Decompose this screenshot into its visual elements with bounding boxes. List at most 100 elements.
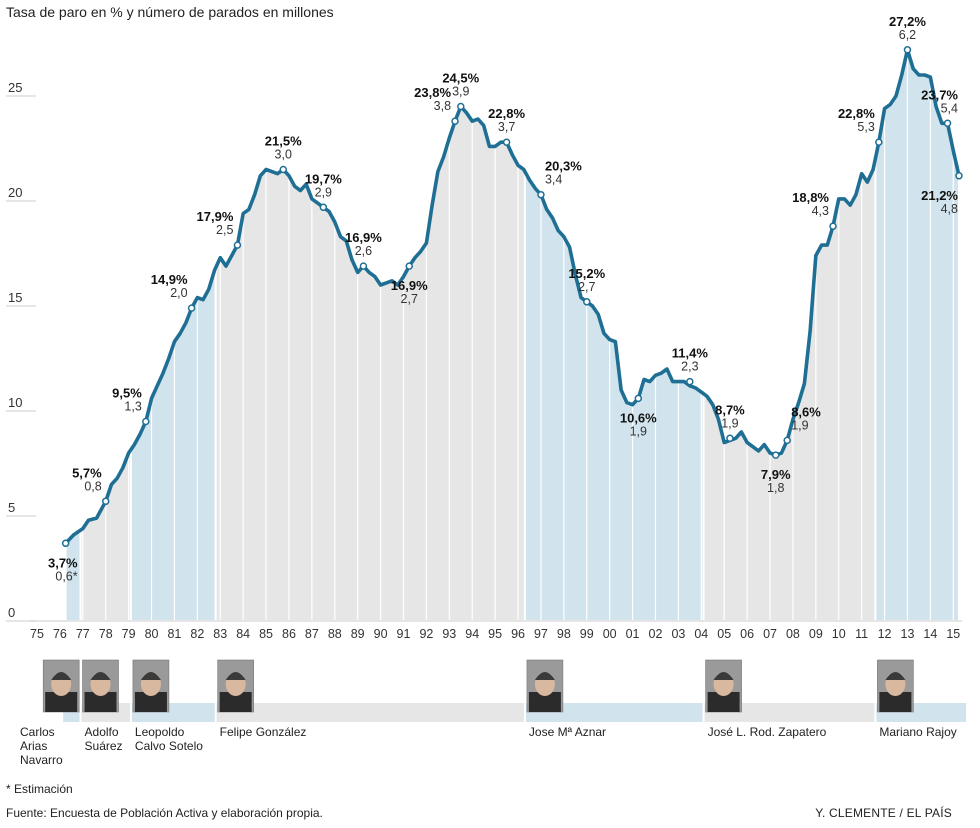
rate-label-13: 15,2% bbox=[568, 266, 605, 281]
x-tick-label-80: 80 bbox=[145, 627, 159, 641]
rate-label-20: 22,8% bbox=[838, 106, 875, 121]
government-name-line: Calvo Sotelo bbox=[134, 739, 203, 753]
x-tick-label-94: 94 bbox=[465, 627, 479, 641]
x-tick-label-06: 06 bbox=[740, 627, 754, 641]
portrait-1 bbox=[82, 659, 119, 713]
count-label-7: 2,6 bbox=[355, 244, 372, 258]
count-label-17: 1,8 bbox=[767, 481, 784, 495]
government-name-2: Leopoldo Calvo Sotelo bbox=[135, 725, 203, 753]
rate-label-18: 8,6% bbox=[791, 404, 821, 419]
period-area-4 bbox=[523, 171, 705, 622]
x-tick-label-91: 91 bbox=[397, 627, 411, 641]
rate-label-23: 21,2% bbox=[921, 188, 958, 203]
data-point-20 bbox=[875, 138, 883, 146]
count-label-0: 0,6* bbox=[55, 569, 77, 583]
count-label-18: 1,9 bbox=[791, 418, 808, 432]
x-tick-label-11: 11 bbox=[855, 627, 868, 641]
portrait-shoulders-0 bbox=[45, 692, 78, 712]
rate-label-6: 19,7% bbox=[305, 171, 342, 186]
data-point-8 bbox=[405, 262, 413, 270]
government-name-line: Carlos bbox=[20, 725, 55, 739]
rate-label-10: 24,5% bbox=[442, 71, 479, 86]
x-tick-label-77: 77 bbox=[76, 627, 90, 641]
data-point-9 bbox=[451, 117, 459, 125]
x-tick-label-04: 04 bbox=[694, 627, 708, 641]
x-tick-label-87: 87 bbox=[305, 627, 319, 641]
data-point-17 bbox=[771, 451, 780, 459]
portrait-hair-2 bbox=[140, 672, 161, 680]
portrait-0 bbox=[42, 659, 80, 713]
data-point-12 bbox=[537, 190, 545, 199]
portrait-shoulders-6 bbox=[879, 692, 912, 712]
portrait-4 bbox=[526, 659, 564, 713]
x-tick-label-15: 15 bbox=[946, 627, 960, 641]
data-point-5 bbox=[279, 165, 287, 174]
government-name-1: Adolfo Suárez bbox=[85, 725, 123, 753]
y-tick-label-5: 5 bbox=[8, 500, 15, 515]
portrait-3 bbox=[217, 659, 254, 713]
footnote: * Estimación bbox=[6, 782, 73, 796]
government-name-line: Jose Mª Aznar bbox=[528, 725, 607, 739]
government-bar-5 bbox=[704, 703, 875, 722]
data-point-21 bbox=[903, 46, 912, 54]
x-tick-label-78: 78 bbox=[99, 627, 113, 641]
rate-label-4: 17,9% bbox=[197, 209, 234, 224]
count-label-9: 3,8 bbox=[434, 99, 451, 113]
government-timeline bbox=[42, 659, 967, 722]
x-tick-label-99: 99 bbox=[580, 627, 594, 641]
data-markers bbox=[61, 46, 963, 548]
rate-label-5: 21,5% bbox=[265, 134, 302, 149]
government-bar-3 bbox=[216, 703, 524, 722]
data-point-4 bbox=[233, 241, 242, 249]
x-tick-label-89: 89 bbox=[351, 627, 365, 641]
x-tick-label-81: 81 bbox=[167, 627, 181, 641]
y-tick-label-20: 20 bbox=[8, 185, 22, 200]
rate-label-12: 20,3% bbox=[545, 159, 582, 174]
rate-label-15: 11,4% bbox=[672, 346, 709, 361]
portrait-5 bbox=[705, 659, 742, 713]
x-axis: 75 76 77 78 79 80 81 82 83 84 85 86 87 88 89 90 91 92 93 94… bbox=[30, 620, 962, 641]
count-label-20: 5,3 bbox=[857, 120, 874, 134]
government-name-3: Felipe González bbox=[220, 725, 307, 739]
period-area-2 bbox=[129, 267, 217, 622]
x-tick-label-95: 95 bbox=[488, 627, 502, 641]
data-point-0 bbox=[61, 539, 70, 548]
y-tick-label-25: 25 bbox=[8, 80, 22, 95]
data-point-15 bbox=[686, 377, 694, 386]
data-point-2 bbox=[142, 417, 150, 426]
count-label-8: 2,7 bbox=[401, 292, 418, 306]
portrait-hair-0 bbox=[51, 672, 72, 680]
count-label-3: 2,0 bbox=[170, 286, 187, 300]
data-point-11 bbox=[502, 138, 511, 146]
x-tick-label-76: 76 bbox=[53, 627, 67, 641]
x-tick-label-93: 93 bbox=[442, 627, 456, 641]
portrait-hair-1 bbox=[90, 672, 111, 680]
data-point-10 bbox=[457, 102, 465, 111]
government-name-line: Leopoldo bbox=[134, 725, 185, 739]
data-point-6 bbox=[319, 203, 328, 212]
y-tick-label-10: 10 bbox=[8, 395, 22, 410]
count-label-6: 2,9 bbox=[315, 185, 332, 199]
count-label-1: 0,8 bbox=[84, 479, 101, 493]
x-tick-label-09: 09 bbox=[809, 627, 823, 641]
x-tick-label-00: 00 bbox=[603, 627, 617, 641]
government-name-4: Jose Mª Aznar bbox=[529, 725, 606, 739]
data-point-7 bbox=[359, 262, 368, 270]
rate-label-14: 10,6% bbox=[620, 410, 657, 425]
government-name-6: Mariano Rajoy bbox=[879, 725, 956, 739]
count-label-15: 2,3 bbox=[681, 360, 698, 374]
data-point-22 bbox=[943, 119, 952, 128]
data-labels: 3,7%0,6* 5,7%0,8 9,5%1,3 14,9%2,0 17,9%2,5 21… bbox=[48, 14, 958, 583]
government-name-line: Felipe González bbox=[219, 725, 307, 739]
x-tick-label-02: 02 bbox=[649, 627, 663, 641]
rate-label-3: 14,9% bbox=[151, 272, 188, 287]
x-tick-label-92: 92 bbox=[419, 627, 433, 641]
rate-label-21: 27,2% bbox=[889, 14, 926, 29]
government-name-5: José L. Rod. Zapatero bbox=[708, 725, 827, 739]
count-label-13: 2,7 bbox=[578, 280, 595, 294]
portrait-hair-5 bbox=[713, 672, 734, 680]
data-point-16 bbox=[726, 434, 734, 443]
rate-label-2: 9,5% bbox=[112, 386, 142, 401]
count-label-21: 6,2 bbox=[899, 28, 916, 42]
